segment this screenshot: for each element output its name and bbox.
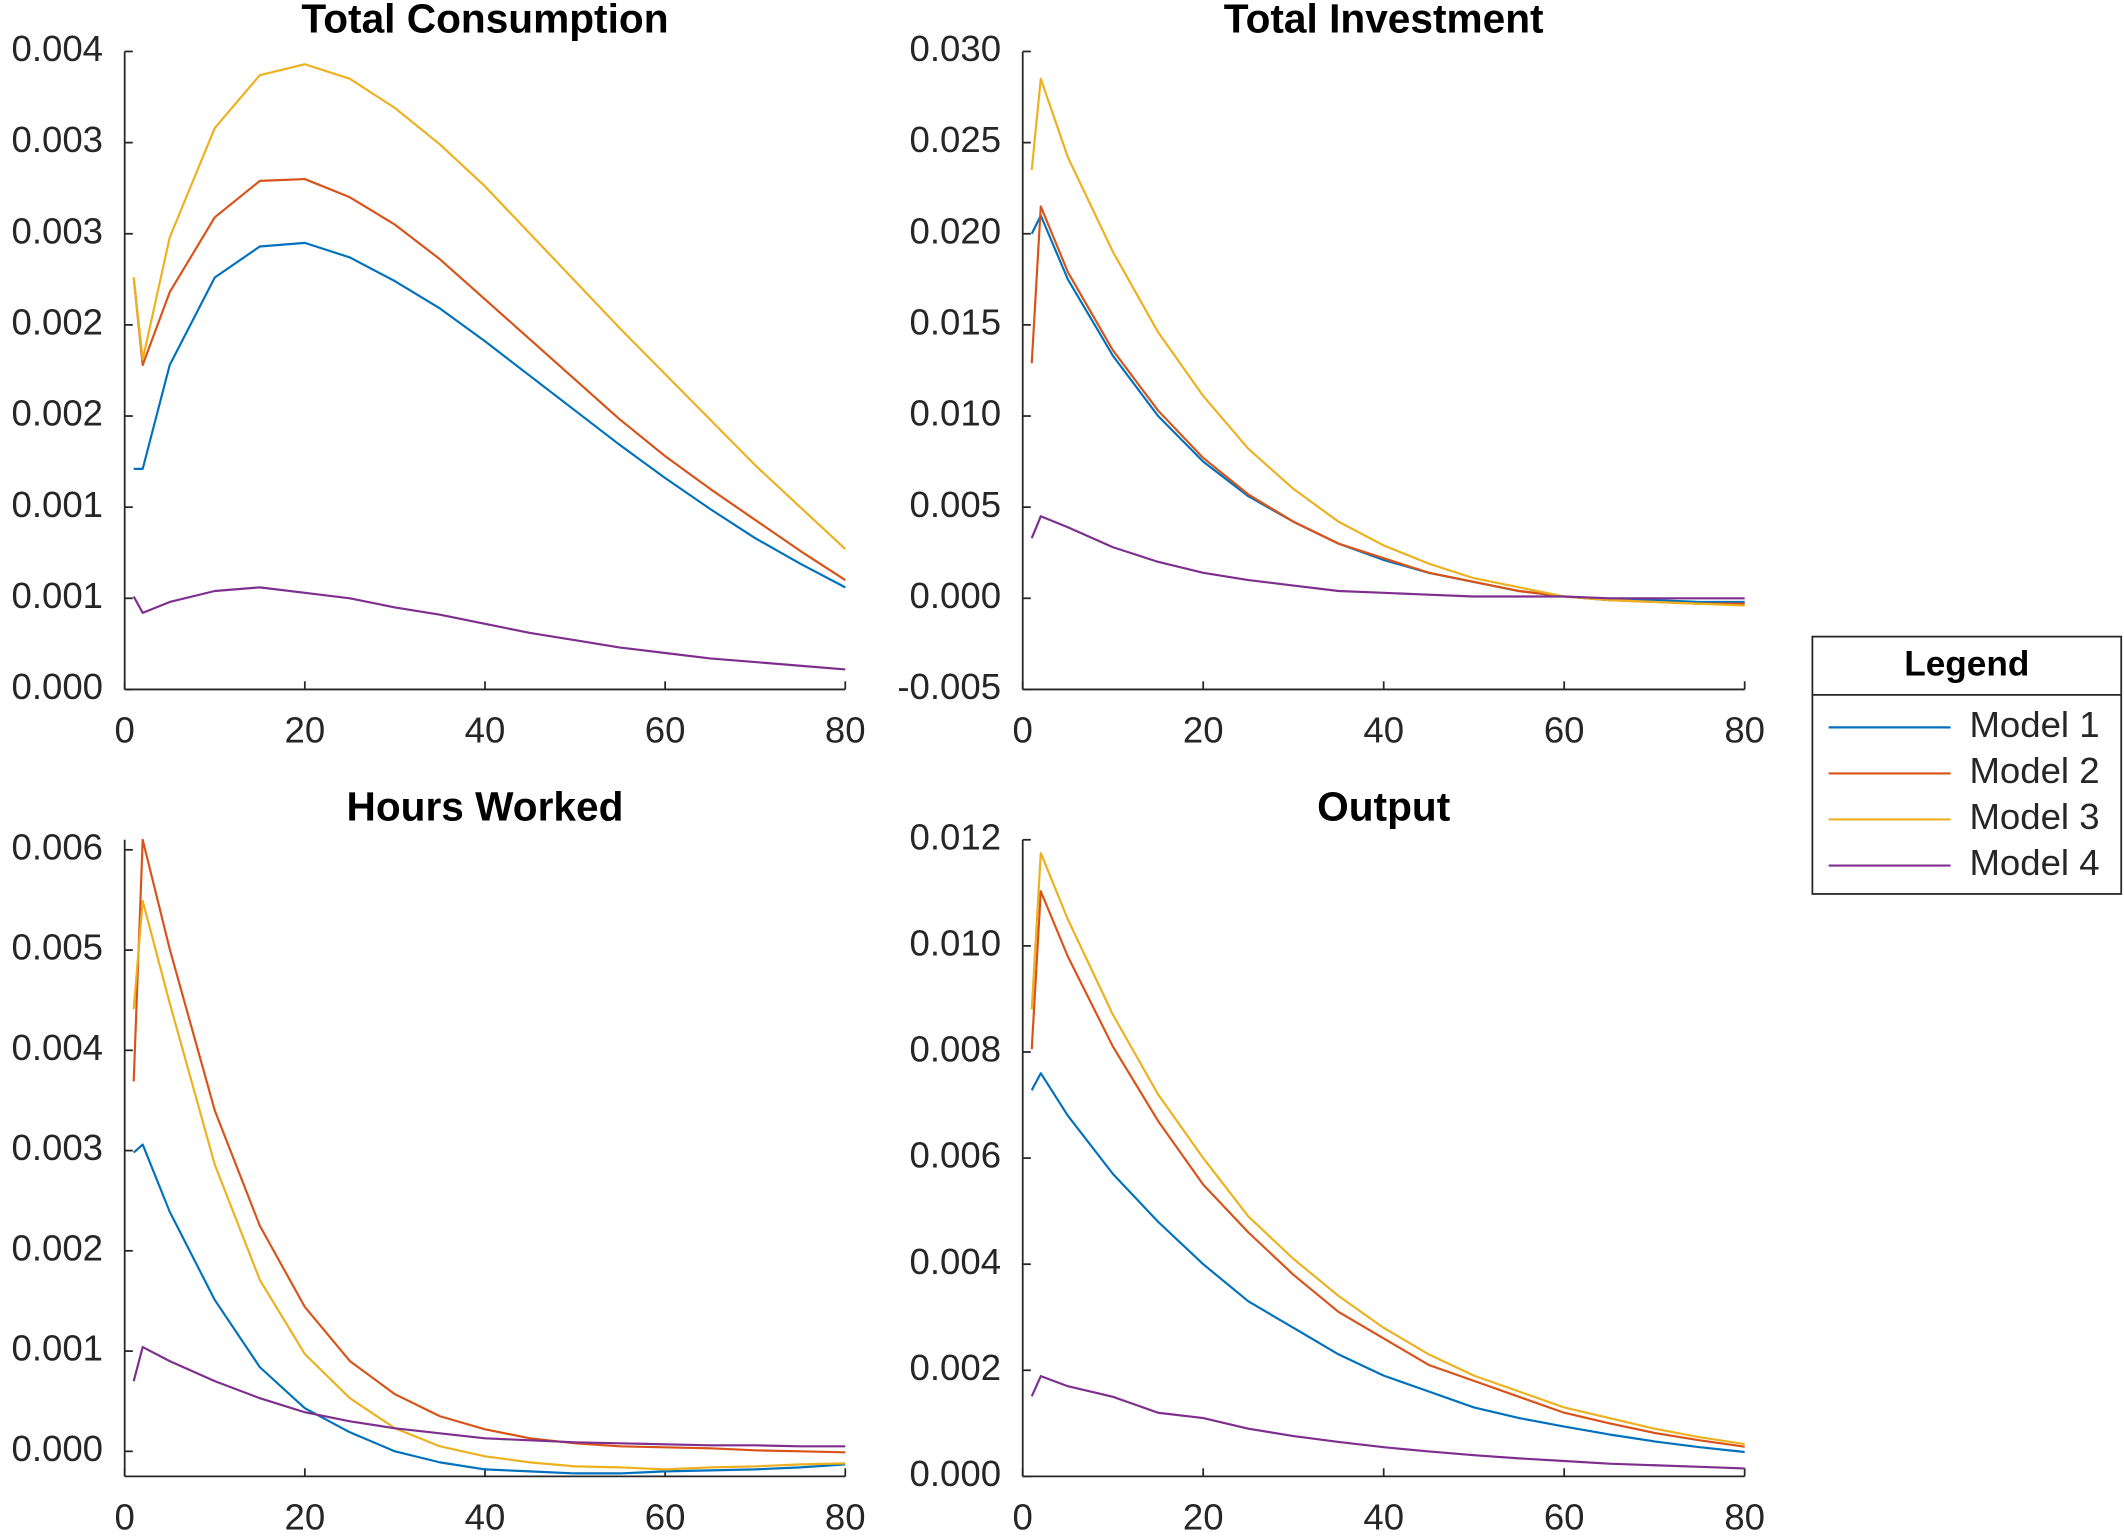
series-line xyxy=(1030,851,1745,1446)
y-tick-label: 0.005 xyxy=(910,484,1002,525)
y-tick-label: 0.025 xyxy=(910,119,1002,160)
y-tick-label: 0.000 xyxy=(910,1453,1002,1494)
x-tick-label: 80 xyxy=(825,1496,866,1536)
series-line xyxy=(132,63,847,550)
subplot: Output 0.000 0.002 0.004 0.006 0.008 0.010 0.01… xyxy=(910,784,1765,1536)
legend-title: Legend xyxy=(1904,645,2029,684)
x-tick-label: 20 xyxy=(1183,709,1224,750)
x-tick-label: 0 xyxy=(115,1496,135,1536)
series-line xyxy=(1030,1375,1745,1470)
y-tick-label: 0.030 xyxy=(910,28,1002,69)
y-tick-label: 0.006 xyxy=(12,826,104,867)
y-tick-label: 0.004 xyxy=(12,1027,104,1068)
legend-label: Model 3 xyxy=(1969,796,2099,837)
y-tick-label: 0.002 xyxy=(12,1227,104,1268)
subplot: Total Consumption 0.000 0.001 0.001 0.002 0.0… xyxy=(12,0,866,750)
y-tick-label: 0.001 xyxy=(12,1328,104,1369)
y-tick-label: 0.002 xyxy=(12,393,104,434)
x-tick-label: 60 xyxy=(1544,709,1585,750)
series-line xyxy=(132,586,846,671)
x-tick-label: 0 xyxy=(1013,709,1033,750)
y-tick-label: 0.005 xyxy=(12,927,104,968)
x-tick-label: 20 xyxy=(285,709,326,750)
subplot-title: Total Investment xyxy=(1224,0,1544,41)
series-line xyxy=(133,241,846,589)
legend-box xyxy=(1811,635,2123,895)
series-line xyxy=(1030,1072,1745,1454)
y-tick-label: 0.002 xyxy=(12,302,104,343)
x-tick-label: 40 xyxy=(1363,1496,1404,1536)
series-line xyxy=(132,1345,846,1448)
legend: Legend Model 1 Model 2 Model 3 Model 4 xyxy=(1811,635,2123,895)
y-tick-label: 0.003 xyxy=(12,1127,104,1168)
x-tick-label: 40 xyxy=(465,709,506,750)
x-tick-label: 20 xyxy=(1183,1496,1224,1536)
subplot-title: Output xyxy=(1317,784,1451,830)
x-tick-label: 20 xyxy=(285,1496,326,1536)
series-line xyxy=(132,838,846,1454)
y-tick-label: 0.006 xyxy=(910,1135,1002,1176)
y-tick-label: 0.008 xyxy=(910,1029,1002,1070)
x-tick-label: 40 xyxy=(1363,709,1404,750)
y-tick-label: 0.015 xyxy=(910,302,1002,343)
y-tick-label: 0.004 xyxy=(12,28,104,69)
y-tick-label: 0.010 xyxy=(910,923,1002,964)
y-tick-label: 0.001 xyxy=(12,484,104,525)
legend-label: Model 2 xyxy=(1969,750,2099,791)
x-tick-label: 40 xyxy=(465,1496,506,1536)
x-tick-label: 60 xyxy=(1544,1496,1585,1536)
y-tick-label: 0.004 xyxy=(910,1241,1002,1282)
series-line xyxy=(132,899,846,1471)
series-line xyxy=(132,1143,846,1475)
subplot-title: Total Consumption xyxy=(301,0,668,41)
x-tick-label: 80 xyxy=(1724,1496,1765,1536)
legend-label: Model 4 xyxy=(1969,842,2099,883)
x-tick-label: 80 xyxy=(1724,709,1765,750)
series-line xyxy=(1030,515,1745,600)
y-tick-label: -0.005 xyxy=(897,666,1001,707)
subplot: Total Investment -0.005 0.000 0.005 0.010 0.0… xyxy=(897,0,1765,750)
y-tick-label: 0.003 xyxy=(12,210,104,251)
x-tick-label: 60 xyxy=(645,709,686,750)
y-tick-label: 0.000 xyxy=(12,1428,104,1469)
x-tick-label: 0 xyxy=(1013,1496,1033,1536)
y-tick-label: 0.001 xyxy=(12,575,104,616)
y-tick-label: 0.003 xyxy=(12,119,104,160)
subplot: Hours Worked 0.000 0.001 0.002 0.003 0.004 0.0… xyxy=(12,784,866,1536)
y-tick-label: 0.002 xyxy=(910,1347,1002,1388)
x-tick-label: 60 xyxy=(645,1496,686,1536)
legend-label: Model 1 xyxy=(1969,704,2099,745)
y-tick-label: 0.012 xyxy=(910,816,1002,857)
series-line xyxy=(1030,890,1745,1448)
series-line xyxy=(1030,77,1745,607)
series-line xyxy=(132,177,846,581)
x-tick-label: 0 xyxy=(115,709,135,750)
x-tick-label: 80 xyxy=(825,709,866,750)
y-tick-label: 0.010 xyxy=(910,393,1002,434)
y-tick-label: 0.000 xyxy=(12,666,104,707)
y-tick-label: 0.020 xyxy=(910,210,1002,251)
subplot-title: Hours Worked xyxy=(347,784,624,830)
y-tick-label: 0.000 xyxy=(910,575,1002,616)
